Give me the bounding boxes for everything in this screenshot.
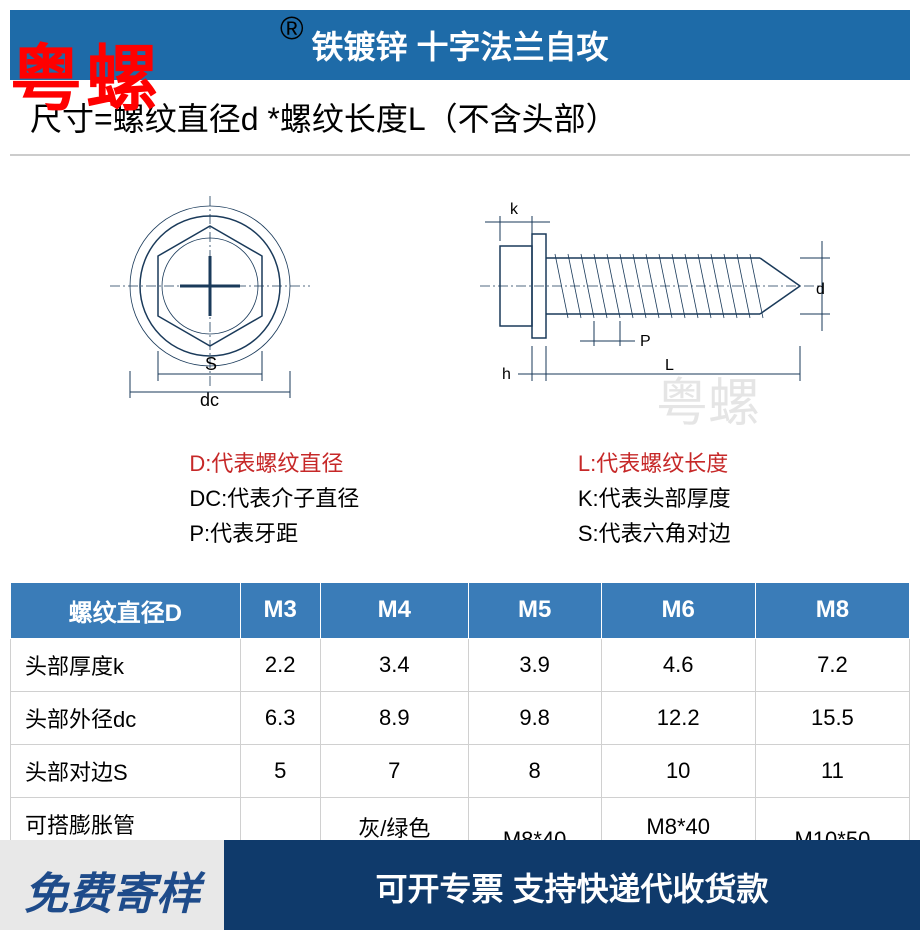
table-cell: 12.2 (601, 691, 755, 744)
legend-row: S:代表六角对边 (578, 516, 731, 551)
table-cell: 10 (601, 744, 755, 797)
legend-text: 代表螺纹长度 (596, 451, 728, 476)
table-cell: 7.2 (755, 638, 909, 691)
side-view-diagram: k d P L h (460, 186, 840, 406)
table-cell: 头部外径dc (11, 691, 241, 744)
spec-table: 螺纹直径DM3M4M5M6M8 头部厚度k2.23.43.94.67.2头部外径… (10, 582, 910, 883)
table-cell: 11 (755, 744, 909, 797)
table-cell: 2.2 (240, 638, 320, 691)
table-cell: 15.5 (755, 691, 909, 744)
legend-key: P: (189, 521, 210, 546)
legend-row: D:代表螺纹直径 (189, 446, 359, 481)
table-row: 头部对边S5781011 (11, 744, 910, 797)
legend-key: D: (189, 451, 211, 476)
table-cell: 9.8 (468, 691, 601, 744)
table-header-cell: M5 (468, 582, 601, 638)
table-cell: 7 (320, 744, 468, 797)
legend-key: S: (578, 521, 599, 546)
table-row: 头部厚度k2.23.43.94.67.2 (11, 638, 910, 691)
legend-text: 代表介子直径 (227, 486, 359, 511)
front-view-diagram: S dc (80, 186, 340, 406)
table-cell: 6.3 (240, 691, 320, 744)
legend-key: DC: (189, 486, 227, 511)
legend-key: K: (578, 486, 599, 511)
legend-row: P:代表牙距 (189, 516, 359, 551)
table-cell: 8.9 (320, 691, 468, 744)
table-header-cell: M8 (755, 582, 909, 638)
footer-right-text: 可开专票 支持快递代收货款 (224, 840, 920, 930)
legend-row: L:代表螺纹长度 (578, 446, 731, 481)
table-cell: 3.4 (320, 638, 468, 691)
diagram-area: S dc k (0, 156, 920, 416)
table-cell: 8 (468, 744, 601, 797)
legend-area: D:代表螺纹直径DC:代表介子直径P:代表牙距 L:代表螺纹长度K:代表头部厚度… (0, 416, 920, 572)
footer-left-text: 免费寄样 (0, 840, 224, 930)
legend-left: D:代表螺纹直径DC:代表介子直径P:代表牙距 (189, 446, 359, 552)
legend-key: L: (578, 451, 596, 476)
legend-text: 代表牙距 (210, 521, 298, 546)
svg-text:h: h (502, 366, 511, 383)
legend-row: DC:代表介子直径 (189, 481, 359, 516)
footer-bar: 免费寄样 可开专票 支持快递代收货款 (0, 840, 920, 930)
table-cell: 头部厚度k (11, 638, 241, 691)
table-row: 头部外径dc6.38.99.812.215.5 (11, 691, 910, 744)
background-watermark: 粤螺 (656, 361, 760, 436)
table-cell: 头部对边S (11, 744, 241, 797)
table-header-cell: M6 (601, 582, 755, 638)
registered-mark: ® (280, 10, 304, 47)
table-header-cell: M4 (320, 582, 468, 638)
svg-text:k: k (510, 201, 519, 218)
brand-watermark: 粤螺 (10, 20, 162, 125)
legend-text: 代表头部厚度 (599, 486, 731, 511)
svg-text:dc: dc (200, 390, 219, 406)
table-cell: 3.9 (468, 638, 601, 691)
svg-text:S: S (205, 354, 217, 374)
table-cell: 4.6 (601, 638, 755, 691)
legend-text: 代表螺纹直径 (211, 451, 343, 476)
svg-text:P: P (640, 333, 651, 350)
legend-right: L:代表螺纹长度K:代表头部厚度S:代表六角对边 (578, 446, 731, 552)
legend-row: K:代表头部厚度 (578, 481, 731, 516)
legend-text: 代表六角对边 (599, 521, 731, 546)
svg-text:d: d (816, 281, 825, 298)
table-cell: 5 (240, 744, 320, 797)
table-header-cell: 螺纹直径D (11, 582, 241, 638)
table-header-cell: M3 (240, 582, 320, 638)
